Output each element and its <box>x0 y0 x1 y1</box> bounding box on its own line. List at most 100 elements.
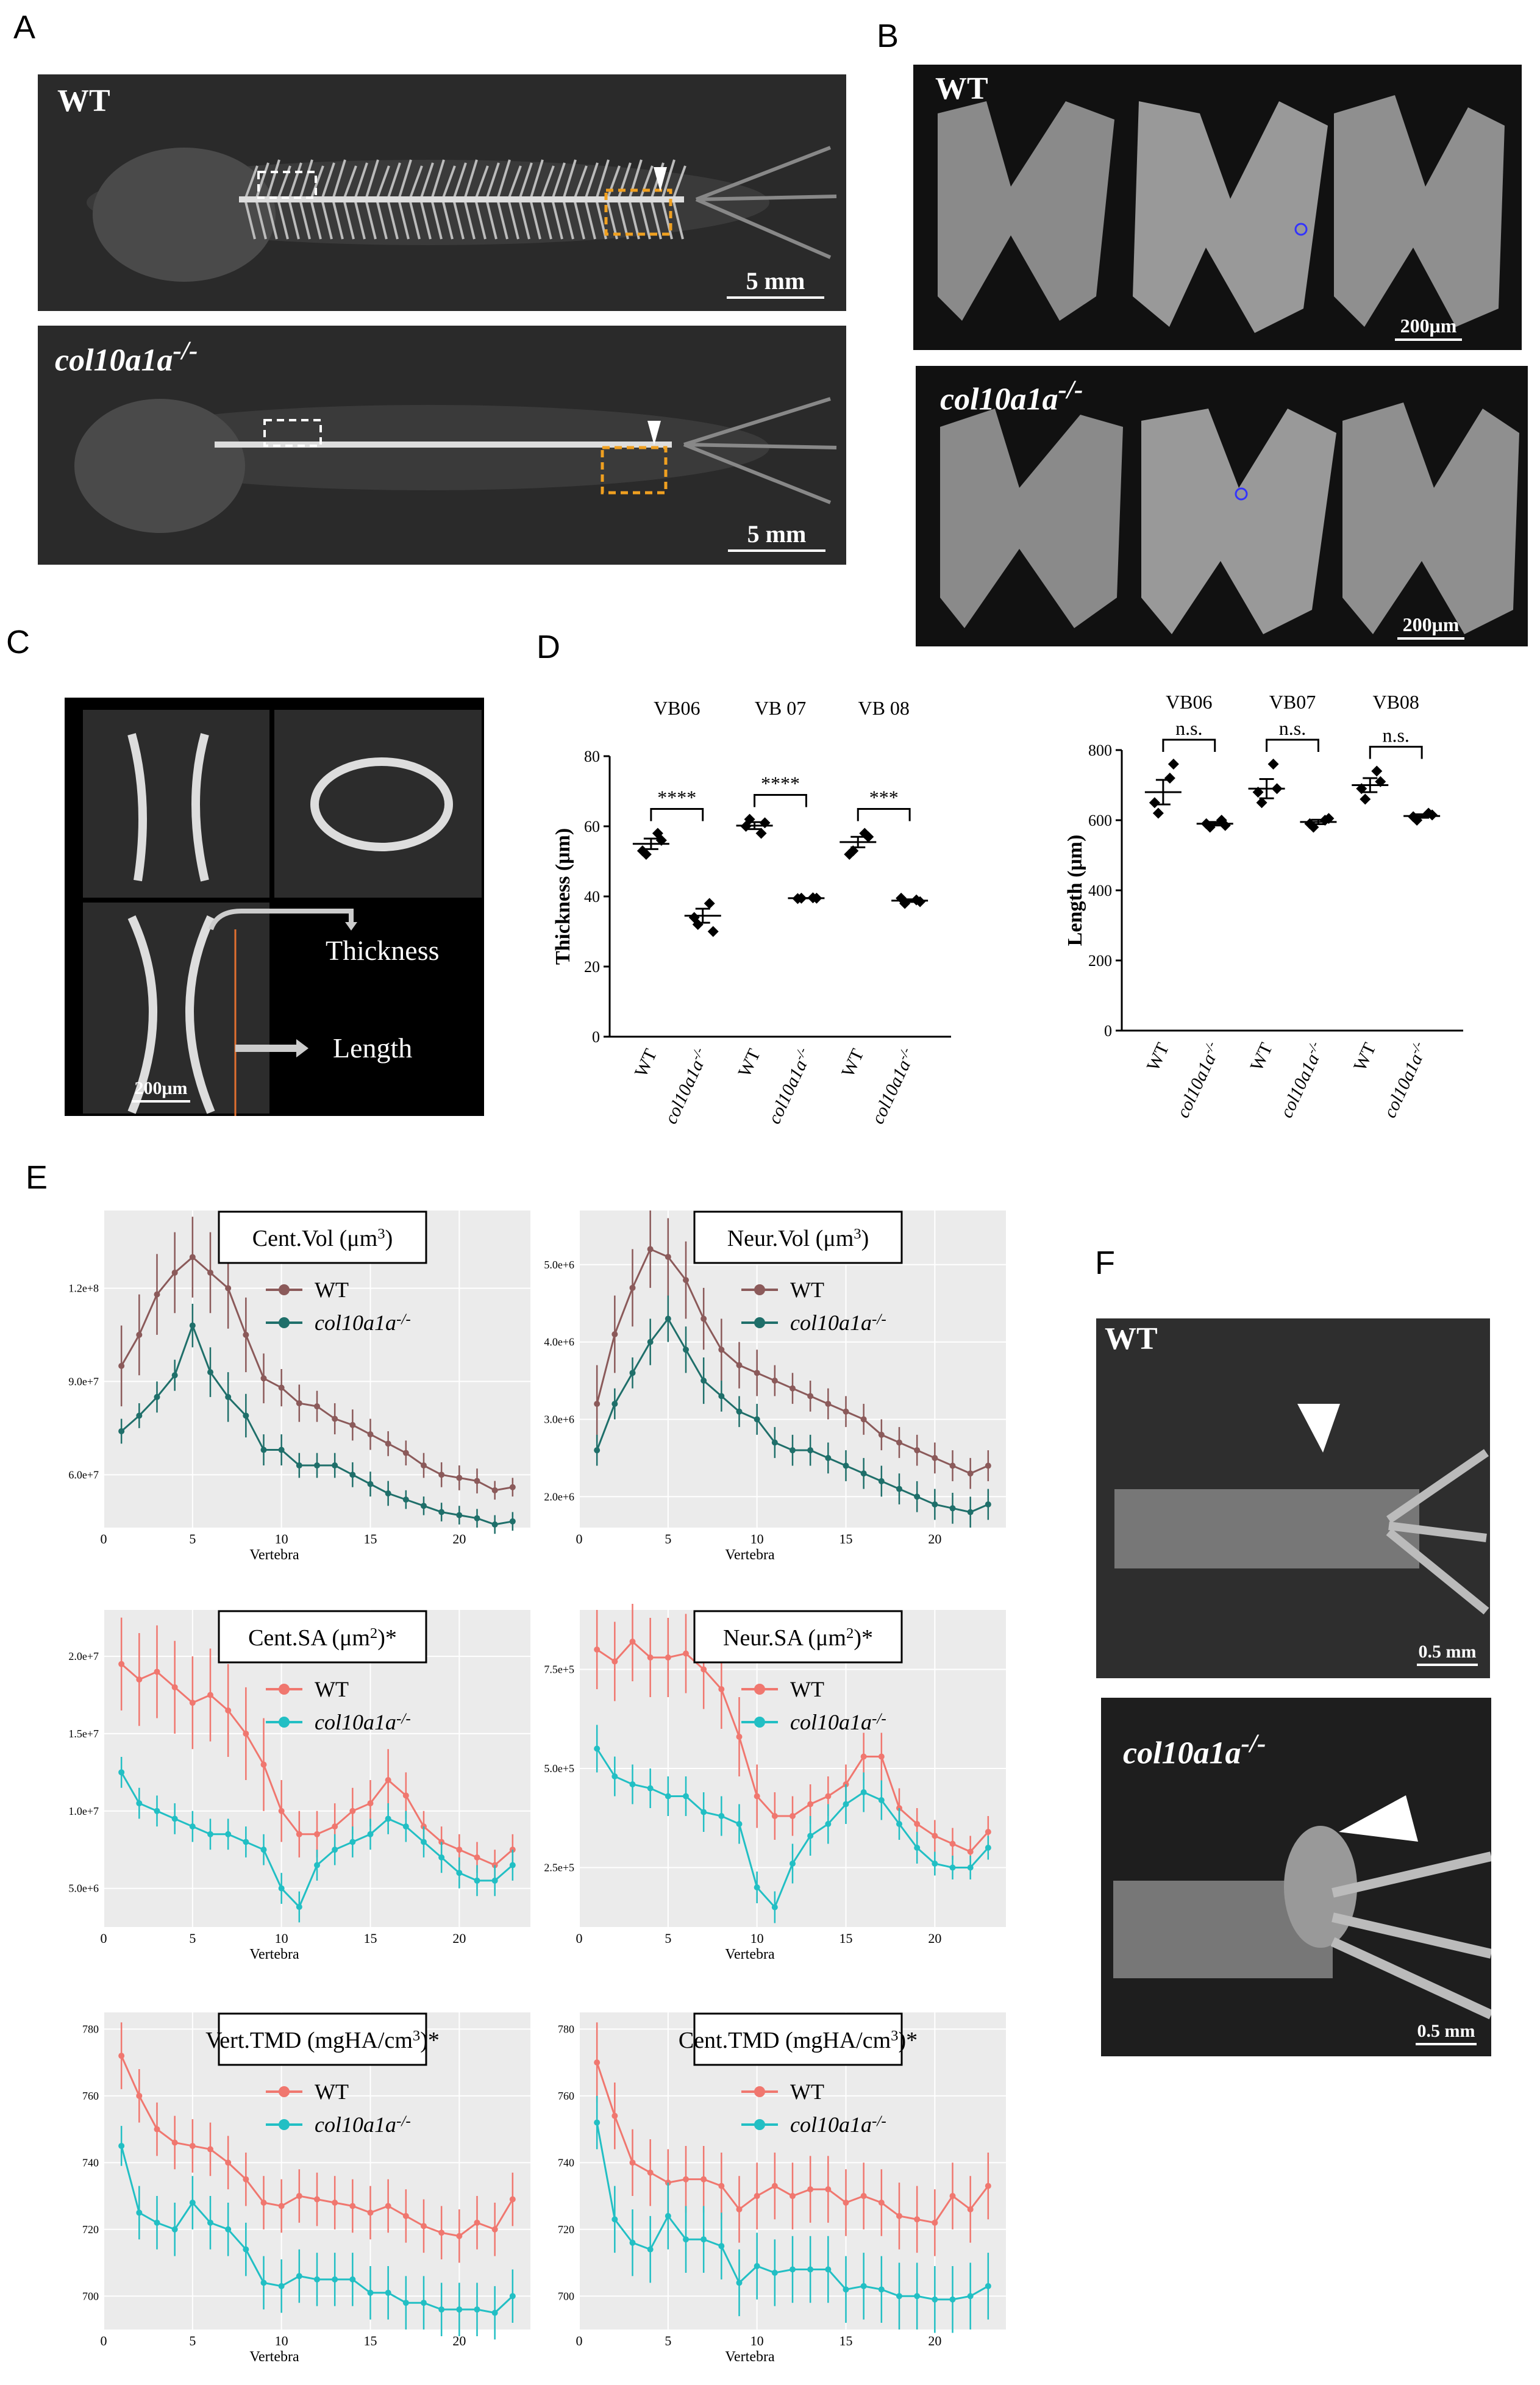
category-label: col10a1a-/- <box>1378 1039 1431 1121</box>
data-point <box>474 2219 480 2226</box>
data-point <box>807 1833 814 1839</box>
data-point <box>491 1521 498 1528</box>
data-point <box>260 2280 267 2286</box>
x-tick-label: 10 <box>275 1531 288 1546</box>
data-point <box>949 2296 956 2303</box>
rib <box>628 159 643 200</box>
data-point <box>594 2059 601 2066</box>
scale-bar-mutant: 5 mm <box>728 520 825 552</box>
x-axis-label: Vertebra <box>725 1547 775 1563</box>
legend-label: WT <box>315 1677 349 1701</box>
y-tick-label: 60 <box>584 818 600 835</box>
data-point <box>385 1815 391 1822</box>
y-tick-label: 780 <box>82 2023 99 2035</box>
data-point <box>807 1393 814 1400</box>
rib <box>376 199 388 240</box>
group-label: VB06 <box>654 697 700 719</box>
category-label: col10a1a-/- <box>866 1045 919 1127</box>
data-point <box>647 1339 654 1345</box>
data-point <box>509 1862 516 1868</box>
x-tick-label: 10 <box>750 1531 764 1546</box>
data-point <box>1304 818 1316 829</box>
data-point <box>700 1315 707 1322</box>
x-tick-label: 10 <box>750 2333 764 2348</box>
data-point <box>594 2119 601 2126</box>
data-point <box>509 2293 516 2300</box>
data-point <box>985 1501 991 1507</box>
data-point <box>647 1246 654 1253</box>
y-tick-label: 740 <box>558 2156 574 2169</box>
data-point <box>825 1401 832 1407</box>
data-point <box>1360 793 1371 805</box>
data-point <box>932 2219 938 2226</box>
data-point <box>771 1904 778 1911</box>
data-point <box>243 1730 249 1737</box>
legend-label: WT <box>315 1278 349 1302</box>
data-point <box>189 1823 196 1830</box>
data-point <box>825 1454 832 1461</box>
rib <box>332 199 344 240</box>
title-box <box>693 1610 903 1664</box>
panel-letter-d: D <box>537 629 560 665</box>
x-tick-label: 5 <box>665 2333 671 2348</box>
x-tick-label: 0 <box>101 1531 107 1546</box>
x-tick-label: 10 <box>275 2333 288 2348</box>
data-point <box>402 2212 409 2219</box>
data-point <box>367 2289 374 2296</box>
rib <box>266 159 280 200</box>
data-point <box>421 1462 427 1469</box>
data-point <box>665 1654 671 1661</box>
data-point <box>932 1501 938 1507</box>
data-point <box>225 1393 232 1400</box>
data-point <box>136 1412 143 1419</box>
data-point <box>332 2276 338 2283</box>
y-tick-label: 1.0e+7 <box>68 1805 99 1817</box>
category-label: WT <box>1350 1040 1380 1074</box>
legend-marker <box>279 1284 290 1295</box>
data-point <box>189 1322 196 1329</box>
data-point <box>611 1331 618 1337</box>
data-point <box>718 1686 725 1692</box>
data-point <box>456 1475 463 1481</box>
data-point <box>314 1462 320 1469</box>
category-label: WT <box>1143 1040 1174 1074</box>
chart-title: Neur.Vol (μm3) <box>727 1226 869 1251</box>
data-point <box>421 1839 427 1845</box>
scale-bar-mutant-f: 0.5 mm <box>1416 2021 1477 2045</box>
data-point <box>594 1647 601 1653</box>
fish-skeleton-wt <box>87 146 837 282</box>
data-point <box>349 1471 356 1478</box>
data-point <box>136 1331 143 1338</box>
y-tick-label: 740 <box>82 2156 99 2169</box>
rib <box>452 162 467 200</box>
data-point <box>296 1400 302 1407</box>
data-point <box>349 1808 356 1814</box>
data-point <box>349 2203 356 2209</box>
data-point <box>509 2196 516 2203</box>
data-point <box>314 1403 320 1410</box>
rib <box>288 199 300 240</box>
rib <box>573 165 588 200</box>
y-tick-label: 6.0e+7 <box>68 1468 99 1481</box>
x-tick-label: 5 <box>665 1931 671 1946</box>
data-point <box>967 1470 974 1477</box>
x-tick-label: 0 <box>576 1931 583 1946</box>
rib <box>430 159 445 200</box>
rib <box>299 199 311 240</box>
y-tick-label: 760 <box>82 2090 99 2102</box>
data-point <box>314 1831 320 1837</box>
data-point <box>860 1753 867 1760</box>
data-point <box>260 1761 267 1768</box>
data-point <box>863 831 874 843</box>
data-point <box>474 2306 480 2313</box>
rib <box>408 199 421 240</box>
data-point <box>207 2146 213 2153</box>
category-label: col10a1a-/- <box>1275 1039 1328 1121</box>
data-point <box>754 1884 760 1890</box>
data-point <box>1167 759 1179 770</box>
data-point <box>683 1277 689 1284</box>
data-point <box>189 2142 196 2149</box>
data-point <box>367 1800 374 1807</box>
data-point <box>154 1393 160 1400</box>
